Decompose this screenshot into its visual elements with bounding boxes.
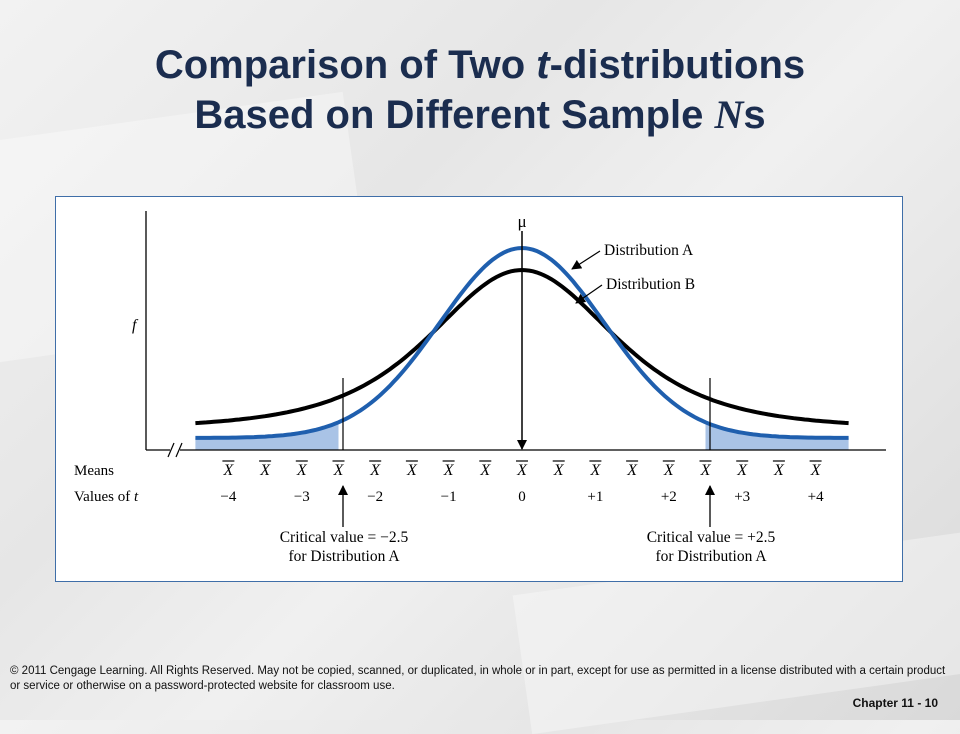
left-tail-shade [195, 422, 339, 450]
critical-right-line1: Critical value = +2.5 [647, 529, 776, 546]
mean-xbar-symbol: X [810, 462, 822, 479]
distribution-a-pointer [571, 250, 601, 270]
critical-left-line2: for Distribution A [288, 548, 400, 565]
t-value-tick-label: +1 [587, 489, 603, 505]
title-line-2: Based on Different Sample Ns [194, 92, 766, 137]
critical-right-line2: for Distribution A [655, 548, 767, 565]
t-values-row: −4 −3 −2 −1 0 +1 +2 +3 +4 [220, 489, 824, 505]
distribution-b-pointer [575, 284, 603, 304]
mean-xbar-symbol: X [479, 462, 491, 479]
axis-break-mark [175, 442, 183, 458]
distribution-a-label: Distribution A [604, 242, 694, 259]
mean-xbar-symbol: X [259, 462, 271, 479]
mean-xbar-symbol: X [406, 462, 418, 479]
values-row-label: Values of t [74, 489, 139, 505]
t-value-tick-label: −4 [220, 489, 236, 505]
title-t: t [536, 43, 550, 87]
t-value-tick-label: −3 [294, 489, 310, 505]
t-value-tick-label: 0 [518, 489, 526, 505]
t-value-tick-label: +4 [808, 489, 824, 505]
t-value-tick-label: −1 [441, 489, 457, 505]
t-distribution-diagram: μ f Distribution A Distribution B Means … [74, 211, 886, 565]
copyright-notice: © 2011 Cengage Learning. All Rights Rese… [10, 665, 946, 692]
t-value-tick-label: −2 [367, 489, 383, 505]
title-line-1: Comparison of Two t-distributions [154, 43, 806, 87]
title-N: N [714, 92, 744, 137]
mean-xbar-symbol: X [369, 462, 381, 479]
right-tail-shade [705, 422, 849, 450]
mean-xbar-symbol: X [296, 462, 308, 479]
axis-break-gap [170, 443, 180, 457]
mean-xbar-symbol: X [700, 462, 712, 479]
mean-xbar-symbol: X [736, 462, 748, 479]
mean-xbar-symbol: X [773, 462, 785, 479]
mean-xbar-symbol: X [553, 462, 565, 479]
mean-xbar-symbol: X [663, 462, 675, 479]
mean-xbar-symbol: X [443, 462, 455, 479]
mean-xbar-symbol: X [516, 462, 528, 479]
axis-break-mark [167, 442, 175, 458]
critical-left-line1: Critical value = −2.5 [280, 529, 409, 546]
f-axis-label: f [132, 317, 139, 334]
mean-xbar-symbol: X [626, 462, 638, 479]
mean-xbar-symbol: X [333, 462, 345, 479]
t-value-tick-label: +2 [661, 489, 677, 505]
diagram-panel: μ f Distribution A Distribution B Means … [55, 196, 903, 582]
mean-xbar-symbol: X [590, 462, 602, 479]
t-value-tick-label: +3 [734, 489, 750, 505]
means-row-label: Means [74, 463, 114, 479]
distribution-b-label: Distribution B [606, 276, 695, 293]
slide-title: Comparison of Two t-distributions Based … [0, 40, 960, 140]
chapter-page-number: Chapter 11 - 10 [852, 696, 938, 710]
mean-xbar-symbol: X [223, 462, 235, 479]
mu-label: μ [517, 212, 526, 231]
